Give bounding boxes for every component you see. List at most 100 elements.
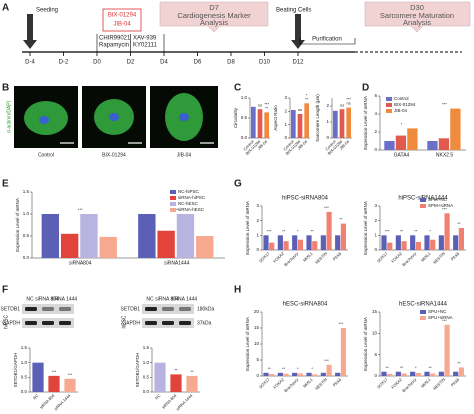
blot-band	[162, 321, 174, 325]
significance: ***	[324, 205, 329, 210]
stage2-label: XAV-939	[133, 36, 157, 42]
cell-label: hiPSC	[3, 315, 9, 330]
bar	[401, 241, 407, 250]
bar	[395, 371, 401, 376]
legend-swatch	[170, 196, 176, 200]
significance: ***	[78, 207, 83, 212]
bar	[395, 235, 401, 250]
y-axis-label: Sarcomere Length (μm)	[315, 94, 320, 142]
bar	[395, 135, 407, 150]
y-tick-label: 5	[256, 357, 259, 362]
significance: *	[429, 228, 431, 233]
x-tick-label: SOX17	[258, 250, 271, 263]
bar	[257, 109, 263, 138]
significance: **	[400, 365, 404, 370]
x-tick-label: MIXL1	[420, 250, 432, 262]
significance: ***	[52, 369, 57, 374]
stage1-label: Rapamycin	[99, 43, 129, 49]
bar	[170, 374, 182, 392]
bar	[339, 109, 345, 138]
y-tick-label: 0	[256, 247, 259, 252]
y-axis-label: Expression Level of mRNA	[245, 201, 250, 255]
purification-bracket	[299, 38, 356, 45]
y-axis-label: Expression Level of mRNA	[15, 198, 20, 252]
blot-band	[42, 321, 54, 325]
size-label: 180kDa	[197, 306, 214, 312]
significance: **	[311, 228, 315, 233]
y-tick-label: 1.5	[23, 189, 30, 194]
legend-swatch	[170, 190, 176, 194]
x-tick-label: NKX2.5	[436, 152, 453, 158]
legend-swatch	[420, 198, 426, 202]
bar	[326, 211, 332, 250]
significance: ***	[442, 102, 447, 107]
y-tick-label: 3	[256, 203, 259, 208]
significance: **	[457, 221, 461, 226]
stage2-label: KY02111	[133, 43, 157, 49]
bar	[269, 242, 275, 250]
bar	[306, 235, 312, 250]
y-axis-label: Circularity	[233, 107, 238, 128]
bar	[444, 213, 450, 250]
condition-label: JIB-04	[177, 152, 192, 158]
bar	[64, 378, 76, 392]
bar	[320, 372, 326, 376]
y-tick-label: 0.0	[143, 389, 150, 394]
bar	[384, 141, 395, 150]
bar	[60, 233, 79, 258]
legend-label: siRNA-hESC	[178, 207, 205, 212]
significance: **	[339, 217, 343, 222]
bar	[387, 373, 393, 376]
bar	[438, 235, 444, 250]
y-tick-label: 0	[374, 247, 377, 252]
y-tick-label: 1	[326, 119, 329, 124]
significance: **	[268, 366, 272, 371]
x-tick-label: siRNA 1444	[175, 392, 194, 411]
lane-label: siRNA 1444	[51, 296, 78, 302]
bar	[186, 375, 198, 392]
bar	[333, 110, 338, 138]
y-tick-label: 0.0	[23, 255, 30, 260]
bar	[381, 235, 387, 250]
significance: **	[282, 228, 286, 233]
panel-label: C	[234, 83, 241, 94]
significance: ns	[298, 107, 302, 112]
x-tick-label: FOXA2	[272, 250, 285, 263]
bar	[340, 328, 346, 376]
y-tick-label: 0	[284, 135, 287, 140]
significance: ***	[442, 318, 447, 323]
lane-label: NC	[26, 296, 34, 302]
bar	[297, 373, 303, 376]
significance: **	[400, 228, 404, 233]
y-tick-label: 1.0	[143, 360, 150, 365]
bar	[291, 110, 296, 138]
treatment-label: JIB-04	[113, 22, 131, 28]
bar	[32, 362, 44, 392]
blot-band	[59, 307, 71, 311]
legend-swatch	[420, 310, 426, 314]
panel-label: A	[2, 3, 9, 14]
bar	[387, 242, 393, 250]
bar	[410, 235, 416, 250]
panel-label: E	[2, 179, 9, 190]
stain-label: α-actinin/DAPI	[6, 101, 12, 133]
y-axis-label: Expression Level of mRNA	[363, 317, 368, 371]
bar	[176, 214, 195, 258]
blot-band	[179, 307, 191, 311]
x-tick-label: Brachyury	[401, 251, 417, 267]
d7-text: Cardiogenesis Marker	[177, 11, 251, 20]
bar	[277, 372, 283, 376]
significance: **	[386, 365, 390, 370]
y-axis-label: Expression Level of mRNA	[363, 96, 368, 150]
x-tick-label: SOX17	[376, 376, 389, 389]
significance: *	[311, 366, 313, 371]
treatment-label: BIX-01294	[108, 13, 137, 19]
lane-label: NC	[146, 296, 154, 302]
day-label: D-4	[25, 60, 35, 66]
legend-swatch	[170, 208, 176, 212]
y-tick-label: 3	[374, 203, 377, 208]
y-tick-label: 2	[284, 109, 287, 114]
significance: ns	[340, 102, 344, 107]
bar	[453, 235, 459, 250]
y-tick-label: 10	[254, 341, 260, 346]
